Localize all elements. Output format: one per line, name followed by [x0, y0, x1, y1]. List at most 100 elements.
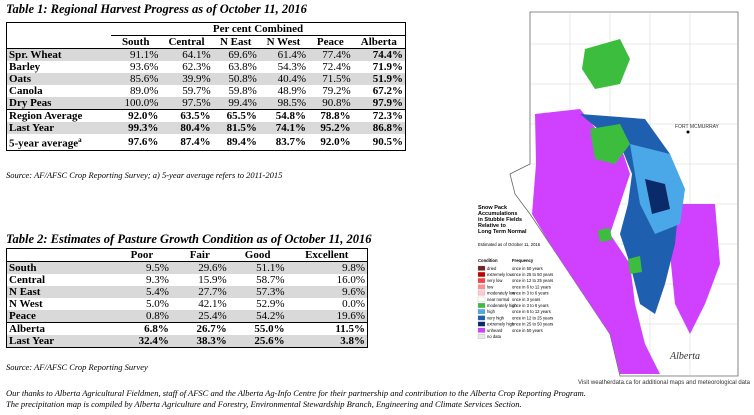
table-cell: 15.9% — [198, 274, 227, 286]
column-header: N West — [266, 36, 301, 48]
table-row: Last Year 32.4% 38.3% 25.6% 3.8% — [6, 335, 368, 348]
region-moderately-high-3 — [598, 228, 612, 242]
map-visit-note: Visit weatherdata.ca for additional maps… — [578, 380, 750, 386]
legend-condition: extremely low — [487, 272, 514, 277]
table-row: N West 5.0% 42.1% 52.9% 0.0% — [7, 298, 368, 310]
table-cell: 48.9% — [277, 85, 306, 97]
legend-frequency: once in 6 to 12 years — [512, 284, 551, 289]
row-label: Canola — [7, 85, 112, 97]
row-label-text: Canola — [9, 85, 43, 97]
table-cell: 97.5% — [160, 97, 213, 110]
fort-mcmurray-label: FORT MCMURRAY — [675, 124, 720, 130]
blank-cell — [7, 249, 114, 262]
column-header: Good — [244, 249, 271, 261]
table-cell: 59.7% — [182, 85, 211, 97]
table-cell: 71.5% — [308, 73, 353, 85]
legend-swatch — [477, 296, 486, 302]
row-label: N West — [9, 298, 43, 310]
table-cell: 100.0% — [111, 97, 161, 110]
legend-condition: very high — [487, 315, 505, 320]
table-row: Spr. Wheat 91.1% 64.1% 69.6% 61.4% 77.4% 74.4% — [6, 48, 406, 61]
table1-group-header-row: Per cent Combined — [7, 22, 406, 36]
legend-title-5: Long Term Normal — [478, 229, 527, 235]
table-cell: 85.6% — [111, 73, 161, 85]
table-row: Alberta 6.8% 26.7% 55.0% 11.5% — [6, 322, 368, 335]
column-header: N East — [219, 36, 252, 48]
region-moderately-high-4 — [628, 256, 642, 274]
table-cell: 38.3% — [170, 335, 229, 348]
legend-swatch — [477, 272, 486, 277]
table-cell: 9.3% — [145, 274, 169, 286]
row-label: South — [6, 261, 113, 274]
legend-condition: low — [487, 284, 494, 289]
table1-title: Table 1: Regional Harvest Progress as of… — [6, 2, 307, 16]
table-row: Central 9.3% 15.9% 58.7% 16.0% — [7, 274, 368, 286]
table-cell: 64.1% — [160, 48, 213, 61]
row-label-text: Last Year — [9, 122, 55, 134]
table-cell: 72.3% — [352, 109, 406, 122]
table-cell: 9.5% — [113, 261, 171, 274]
table-cell: 63.8% — [228, 61, 257, 73]
row-label-text: Region Average — [9, 110, 83, 122]
table-cell: 40.4% — [258, 73, 308, 85]
table-cell: 92.0% — [111, 109, 161, 122]
row-label-text: Oats — [9, 73, 31, 85]
region-unheard-east — [670, 204, 720, 334]
row-label: Central — [9, 274, 46, 286]
row-label-text: Dry Peas — [9, 97, 52, 109]
alberta-logo: Alberta — [669, 351, 700, 362]
table-row: Dry Peas 100.0% 97.5% 99.4% 98.5% 90.8% 97.9% — [6, 97, 406, 110]
thanks-line-1: Our thanks to Alberta Agricultural Field… — [6, 388, 586, 398]
blank-cell — [7, 23, 112, 36]
column-header: Peace — [316, 36, 344, 48]
legend-condition: dried — [487, 266, 497, 271]
table-cell: 61.4% — [258, 48, 308, 61]
legend-frequency: once in 25 to 50 years — [512, 322, 553, 327]
column-header: South — [121, 36, 150, 48]
table-cell: 51.1% — [228, 261, 287, 274]
table-cell: 90.8% — [308, 97, 353, 110]
table-cell: 11.5% — [286, 322, 368, 335]
table-cell: 50.8% — [212, 73, 259, 85]
table-cell: 97.6% — [128, 135, 159, 148]
legend-title-1: Snow Pack — [478, 205, 508, 211]
group-header: Per cent Combined — [111, 22, 406, 36]
table-cell: 77.4% — [308, 48, 353, 61]
table2-title: Table 2: Estimates of Pasture Growth Con… — [6, 232, 372, 246]
table-cell: 74.1% — [258, 122, 308, 134]
table-cell: 3.8% — [286, 335, 368, 348]
table-cell: 65.5% — [212, 109, 259, 122]
legend-frequency: once in 12 to 25 years — [512, 278, 553, 283]
table-cell: 72.4% — [322, 61, 351, 73]
table-row: Region Average 92.0% 63.5% 65.5% 54.8% 78.8% 7… — [6, 109, 406, 122]
table-cell: 87.4% — [180, 135, 211, 148]
snow-pack-map: FORT MCMURRAY Snow Pack Accumulations in… — [477, 11, 739, 377]
table-row: South 9.5% 29.6% 51.1% 9.8% — [6, 261, 368, 274]
table-cell: 69.6% — [212, 48, 259, 61]
row-label: Last Year — [6, 335, 113, 348]
table-cell: 5.0% — [145, 298, 169, 310]
table-row: N East 5.4% 27.7% 57.3% 9.6% — [6, 286, 368, 298]
table-cell: 91.1% — [111, 48, 161, 61]
row-label: Barley — [7, 61, 112, 73]
table-cell: 74.4% — [352, 48, 406, 61]
table-cell: 51.9% — [352, 73, 406, 85]
table-cell: 99.4% — [212, 97, 259, 110]
region-extremely-high — [645, 179, 670, 214]
legend-frequency: once in 3 to 6 years — [512, 291, 549, 296]
table-cell: 0.0% — [342, 298, 365, 310]
legend-frequency: once in 3 to 6 years — [512, 303, 549, 308]
region-moderately-high — [582, 39, 630, 89]
table-cell: 25.6% — [228, 335, 287, 348]
table-row: Last Year 99.3% 80.4% 81.5% 74.1% 95.2% 86.8% — [6, 122, 406, 134]
table-cell: 81.5% — [212, 122, 259, 134]
column-header: Poor — [130, 249, 154, 261]
table-cell: 86.8% — [352, 122, 406, 134]
table-cell: 95.2% — [308, 122, 353, 134]
column-header: Fair — [189, 249, 210, 261]
table-row: Canola 89.0% 59.7% 59.8% 48.9% 79.2% 67.2% — [7, 85, 406, 97]
legend-condition: very low — [487, 278, 503, 283]
table2-column-header-row: Poor Fair Good Excellent — [7, 249, 368, 262]
column-header: Alberta — [360, 36, 397, 48]
legend-title-2: Accumulations — [478, 211, 517, 217]
